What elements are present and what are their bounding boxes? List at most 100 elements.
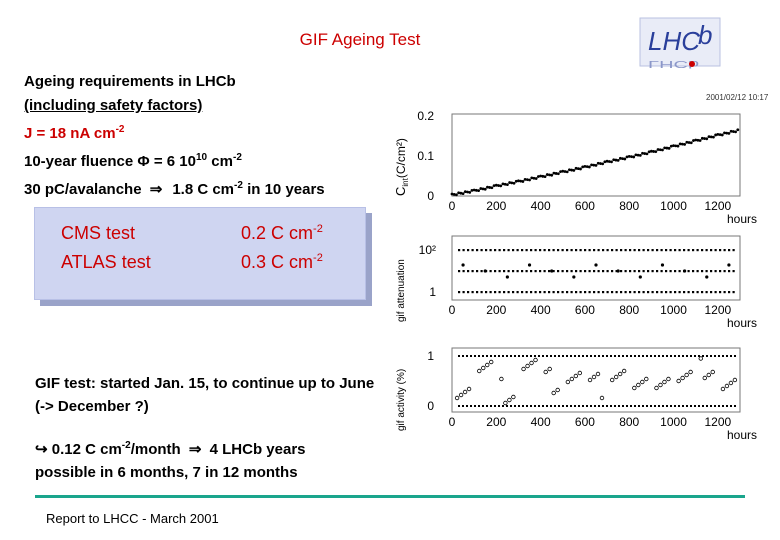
plot1-point (556, 172, 560, 176)
plot1-point (652, 150, 655, 153)
plot3-xtick: 1200 (704, 415, 731, 429)
plot2-xunit: hours (727, 316, 757, 330)
plot3-point (518, 355, 520, 357)
plot3-point (654, 405, 656, 407)
plot2-point (494, 270, 497, 273)
plot3-point (606, 355, 608, 357)
plot1-point (643, 152, 647, 155)
plot3-point (634, 405, 636, 407)
plot3-point (543, 369, 548, 375)
plot2-ytick: 10² (419, 243, 436, 257)
plot3-point (578, 355, 580, 357)
plot2-point (615, 291, 618, 294)
plot1-point (712, 135, 715, 139)
plot2-point (727, 263, 731, 267)
plot1-point (687, 141, 691, 144)
plot2-point (467, 249, 470, 252)
plot2-point (597, 270, 600, 273)
plot3-point (511, 394, 516, 400)
plot2-point (714, 270, 717, 273)
plot2-point (602, 270, 605, 273)
plot2-point (525, 270, 528, 273)
charge-period: in 10 years (242, 181, 325, 198)
plot1-point (634, 153, 638, 157)
plot3-point (570, 405, 572, 407)
plot3-point (618, 405, 620, 407)
bullet-arrow-icon: ↪ (35, 441, 48, 458)
plot1-point (736, 128, 740, 132)
plot3-point (526, 355, 528, 357)
plot3-point (529, 360, 534, 366)
plot3-point (688, 369, 693, 375)
plot1-point (638, 154, 642, 157)
plot2-point (692, 291, 695, 294)
plot1-point (641, 151, 644, 155)
current-value: J = 18 nA cm (24, 125, 116, 142)
plot2-point (593, 270, 596, 273)
plot3-point (573, 373, 579, 379)
plot1-point (636, 153, 640, 157)
safety-note: (including safety factors) (24, 97, 203, 114)
plot3-point (722, 405, 724, 407)
plot3-point (654, 385, 659, 391)
plot2-point (480, 249, 483, 252)
plot1-xtick: 200 (486, 199, 506, 213)
plot1-point (599, 162, 602, 165)
plot2-point (687, 291, 690, 294)
plot1-point (479, 187, 483, 190)
plot2-point (642, 291, 645, 294)
plot2-point (588, 270, 591, 273)
plot3-xtick: 200 (486, 415, 506, 429)
plot3-point (626, 405, 628, 407)
plot2-point (678, 249, 681, 252)
plot1-ytick: 0 (427, 189, 434, 203)
plot3-point (658, 382, 663, 388)
plot3-point (482, 355, 484, 357)
plot3-point (594, 355, 596, 357)
plot1-point (669, 144, 673, 148)
plot2-point (534, 291, 537, 294)
plot1-point (570, 168, 574, 172)
plot3-point (502, 405, 504, 407)
fluence-line: 10-year fluence Φ = 6 1010 cm-2 (24, 146, 325, 174)
plot3-point (458, 392, 464, 398)
plot3-point (650, 405, 652, 407)
plot3-point (646, 355, 648, 357)
plot1-point (543, 175, 547, 179)
plot2-point (701, 249, 704, 252)
plot1-point (568, 168, 571, 172)
plot2-point (633, 291, 636, 294)
plot2-xtick: 0 (449, 303, 456, 317)
plot2-point (548, 291, 551, 294)
plot3-point (630, 405, 632, 407)
plot2-point (507, 270, 510, 273)
plot1-xtick: 1000 (660, 199, 687, 213)
plot1-point (483, 187, 487, 191)
plot3-point (734, 355, 736, 357)
plot2-point (534, 270, 537, 273)
plot3-point (554, 355, 556, 357)
plot2-point (606, 270, 609, 273)
plot3-point (546, 355, 548, 357)
plot1-point (452, 193, 456, 196)
plot2-point (467, 270, 470, 273)
timestamp: 2001/02/12 10:17 (706, 93, 769, 102)
plot2-point (723, 291, 726, 294)
plot3-point (702, 355, 704, 357)
plot3-point (720, 386, 726, 392)
charge-per-avalanche: 30 pC/avalanche (24, 181, 142, 198)
plot2-point (521, 291, 524, 294)
plot2-point (458, 249, 461, 252)
plot1-point (630, 155, 633, 159)
plot2-point (557, 291, 560, 294)
plot2-point (602, 291, 605, 294)
plot2-point (602, 249, 605, 252)
plot3-xtick: 800 (619, 415, 639, 429)
plot2-point (647, 291, 650, 294)
plot2-point (696, 291, 699, 294)
plot1-point (488, 186, 492, 189)
plot1-point (537, 175, 540, 178)
plot2-ylabel: gif attenuation (396, 259, 407, 322)
plot2-point (566, 270, 569, 273)
plot3-point (489, 359, 494, 365)
